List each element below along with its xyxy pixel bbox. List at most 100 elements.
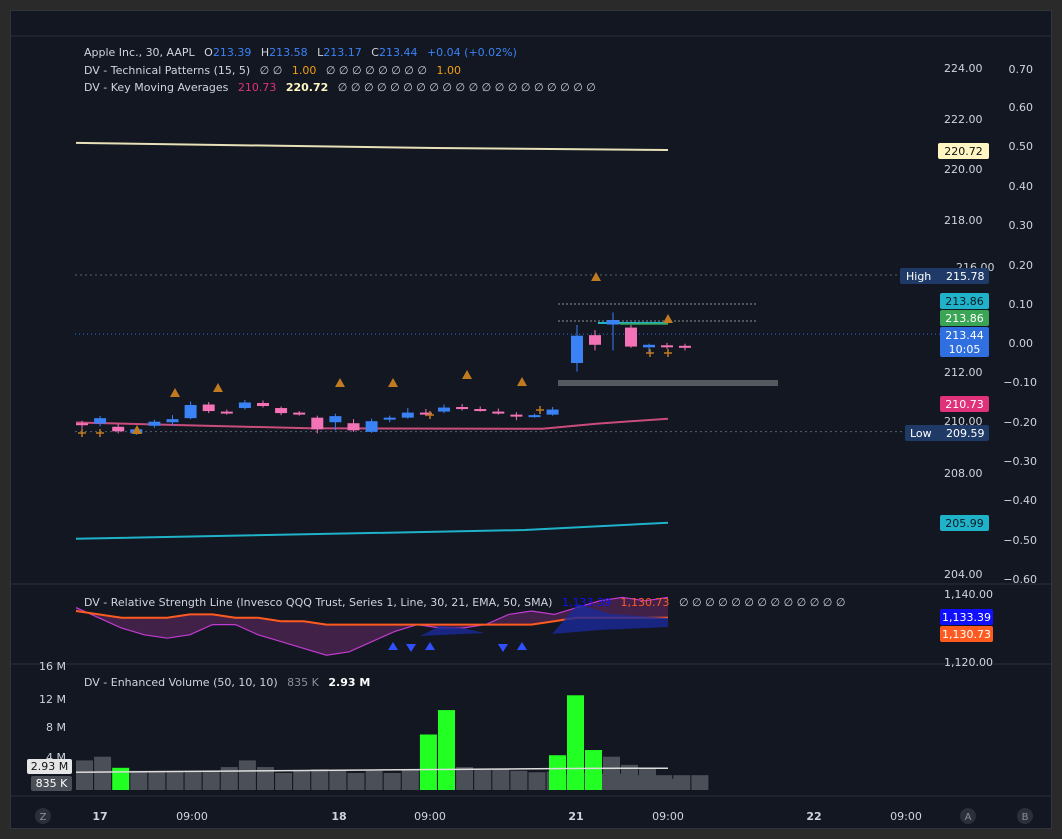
pattern-cross-marker [78, 429, 86, 437]
volume-legend[interactable]: DV - Enhanced Volume (50, 10, 10) 835 K … [84, 676, 370, 689]
price-badges: 220.72 High 215.78 213.86 213.86 213.44 … [900, 143, 989, 531]
volume-bar [76, 760, 93, 790]
last-price-badge [940, 327, 989, 357]
oscillator-axis[interactable]: 0.70 0.60 0.50 0.40 0.30 0.20 0.10 0.00 … [1003, 63, 1037, 586]
ma-teal-badge-text: 205.99 [945, 517, 984, 530]
symbol-legend[interactable]: Apple Inc., 30, AAPL O213.39 H213.58 L21… [84, 46, 517, 59]
time-label-21: 21 [568, 810, 583, 823]
volume-bar [474, 770, 492, 790]
osc-tick-11: −0.40 [1003, 494, 1037, 507]
patterns-value-2: 1.00 [436, 64, 461, 77]
volume-bar [275, 772, 293, 790]
volume-current-badge-text: 2.93 M [31, 760, 68, 773]
time-axis[interactable]: 17 09:00 18 09:00 21 09:00 22 09:00 [92, 810, 922, 823]
pattern-triangle-marker [663, 314, 673, 323]
candle-body [275, 408, 288, 414]
vol-tick-8: 8 M [46, 721, 66, 734]
volume-value-2: 2.93 M [328, 676, 370, 689]
volume-current-badge [27, 759, 72, 774]
price-tick-208: 208.00 [944, 467, 983, 480]
volume-bar [419, 734, 437, 790]
bar-countdown-text: 10:05 [949, 343, 981, 356]
rsl-fill-area [76, 597, 668, 656]
pattern-triangle-marker [517, 377, 527, 386]
rsl-legend[interactable]: DV - Relative Strength Line (Invesco QQQ… [84, 596, 845, 609]
rsl-axis[interactable]: 1,140.00 1,120.00 1,133.39 1,130.73 [940, 588, 993, 669]
pattern-triangle-marker [388, 378, 398, 387]
price-tick-218: 218.00 [944, 214, 983, 227]
price-tick-210: 210.00 [944, 415, 983, 428]
volume-bar [365, 770, 383, 790]
close-value: 213.44 [379, 46, 418, 59]
rsl-orange-badge-text: 1,130.73 [942, 628, 991, 641]
low-badge-value: 209.59 [946, 427, 985, 440]
pattern-cross-marker [96, 429, 104, 437]
zoom-reset-button[interactable] [35, 808, 51, 824]
price-tick-224: 224.00 [944, 62, 983, 75]
volume-bar [166, 770, 184, 790]
auto-scale-button[interactable] [960, 808, 976, 824]
candle-body [220, 411, 233, 414]
patterns-title: DV - Technical Patterns (15, 5) [84, 64, 250, 77]
patterns-legend[interactable]: DV - Technical Patterns (15, 5) ∅ ∅ 1.00… [84, 64, 461, 77]
rsl-blue-badge-text: 1,133.39 [942, 611, 991, 624]
rsl-pane[interactable] [75, 596, 669, 656]
ma-teal-badge [940, 515, 989, 531]
volume-bar [238, 760, 256, 790]
price-axis[interactable]: 224.00 222.00 220.00 218.00 216.00 212.0… [944, 62, 995, 581]
bar-mode-button[interactable] [1017, 808, 1033, 824]
pattern-zone-support [558, 380, 778, 386]
rsl-line [75, 596, 669, 656]
candle-body [166, 419, 179, 423]
rsl-title: DV - Relative Strength Line (Invesco QQQ… [84, 596, 552, 609]
osc-tick-3: 0.40 [1009, 180, 1034, 193]
osc-tick-10: −0.30 [1003, 455, 1037, 468]
ma-slow-badge-text: 220.72 [944, 145, 983, 158]
candle-body [112, 426, 125, 432]
volume-bar [585, 750, 602, 790]
ma-mid-badge [940, 396, 989, 412]
price-tick-222: 222.00 [944, 113, 983, 126]
rsl-value-1: 1,133.39 [562, 596, 611, 609]
ma-legend[interactable]: DV - Key Moving Averages 210.73 220.72 ∅… [84, 81, 596, 94]
price-tick-204: 204.00 [944, 568, 983, 581]
pattern-cross-marker [426, 411, 434, 419]
time-label-0900-a: 09:00 [176, 810, 208, 823]
candle-body [607, 320, 619, 325]
volume-bar [401, 769, 419, 790]
pattern-triangle-marker [132, 425, 142, 434]
auto-scale-label: A [965, 812, 972, 823]
volume-value-1: 835 K [287, 676, 319, 689]
pattern-cross-marker [646, 349, 654, 357]
candle-body [474, 409, 487, 412]
pattern-triangle-marker [170, 388, 180, 397]
volume-axis[interactable]: 16 M 12 M 8 M 4 M 2.93 M 835 K [27, 660, 72, 791]
volume-bar [220, 767, 238, 790]
volume-bar [130, 770, 148, 790]
candle-body [546, 409, 559, 415]
osc-tick-13: −0.60 [1003, 573, 1037, 586]
volume-bar [603, 756, 620, 790]
symbol-name: Apple Inc., 30, AAPL [84, 46, 196, 59]
volume-bar [94, 756, 112, 790]
candle-body [257, 402, 269, 407]
candle-body [661, 345, 673, 348]
rsl-signal-marker [425, 642, 435, 650]
volume-bar [567, 695, 584, 790]
rsl-blue-region [552, 604, 668, 634]
price-pane[interactable] [75, 141, 940, 540]
rsl-signal-marker [406, 644, 416, 652]
volume-pane[interactable] [75, 695, 709, 790]
candle-body [184, 405, 197, 419]
candle-body [456, 407, 469, 410]
candle-body [238, 402, 251, 409]
bar-mode-label: B [1022, 812, 1029, 823]
ma-title: DV - Key Moving Averages [84, 81, 229, 94]
low-badge [905, 425, 989, 441]
volume-bar [456, 767, 474, 790]
volume-bar [657, 778, 674, 790]
rsl-blue-badge [940, 609, 993, 625]
candle-body [643, 344, 655, 348]
patterns-value-1: 1.00 [292, 64, 317, 77]
